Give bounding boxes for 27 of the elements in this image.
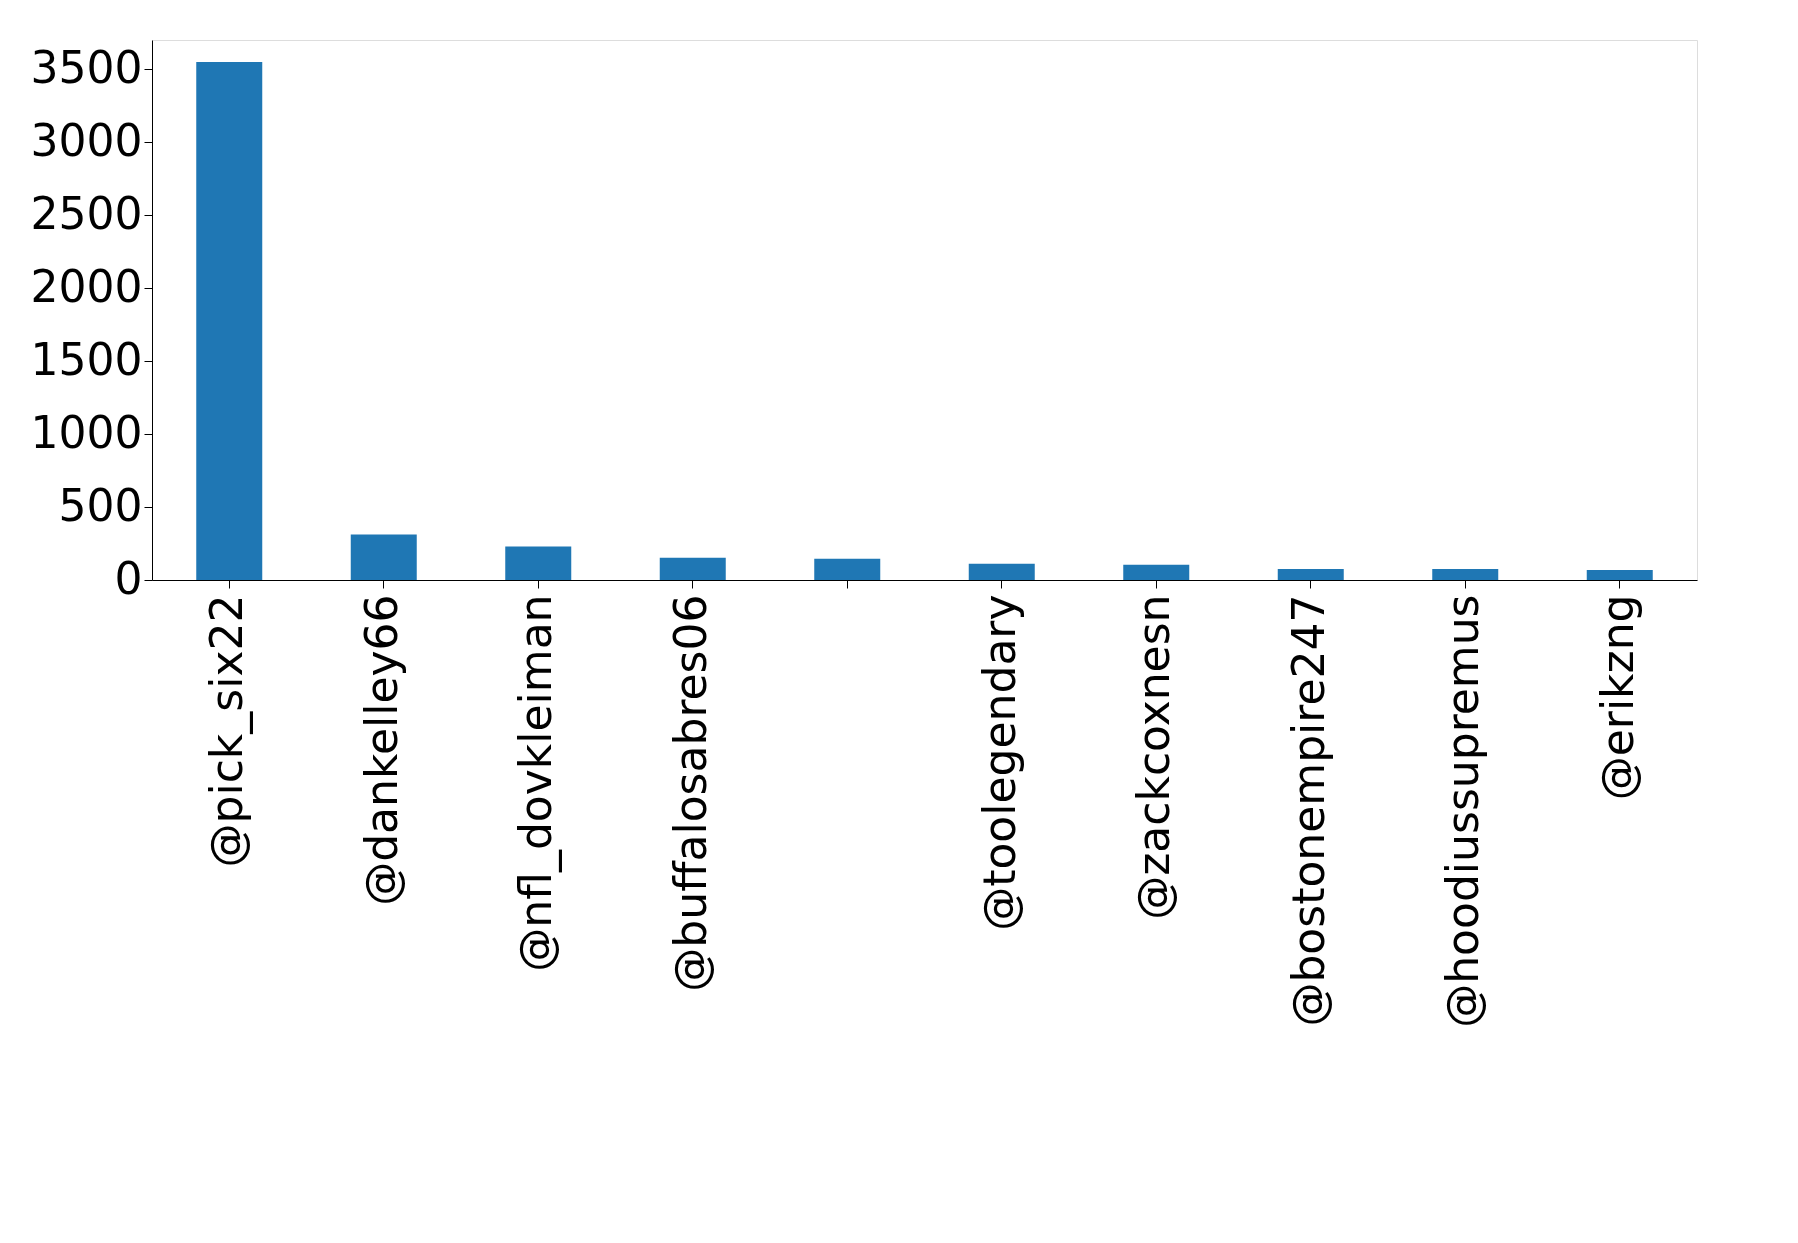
x-tick-label: @erikzng [1591, 594, 1643, 801]
y-tick-label: 1500 [30, 333, 143, 385]
x-tick-label: @hoodiussupremus [1437, 594, 1489, 1028]
bar [1432, 568, 1499, 580]
y-tick-label: 1000 [30, 406, 143, 458]
x-tick-label: @pick_six22 [201, 594, 254, 868]
x-tick-label: @nfl_dovkleiman [510, 594, 563, 972]
bar [1277, 568, 1344, 580]
bar [1586, 569, 1653, 580]
bar [1123, 564, 1190, 580]
x-tick-label: @toolegendary [973, 594, 1025, 931]
x-tick-label: @bostonempire247 [1282, 594, 1334, 1027]
y-tick-label: 0 [114, 552, 143, 604]
x-tick-label: @buffalosabres06 [664, 594, 716, 992]
bar [659, 557, 726, 580]
y-tick-label: 3000 [30, 114, 143, 166]
bar [196, 61, 263, 580]
y-tick-label: 2500 [30, 187, 143, 239]
x-tick-label: @dankelley66 [355, 594, 407, 906]
y-tick-label: 3500 [30, 41, 143, 93]
bar [350, 534, 417, 580]
bar [968, 563, 1035, 580]
x-tick-label: @zackcoxnesn [1128, 594, 1180, 920]
bar [814, 558, 881, 580]
y-tick-label: 500 [58, 479, 143, 531]
bar [505, 546, 572, 580]
y-tick-label: 2000 [30, 260, 143, 312]
